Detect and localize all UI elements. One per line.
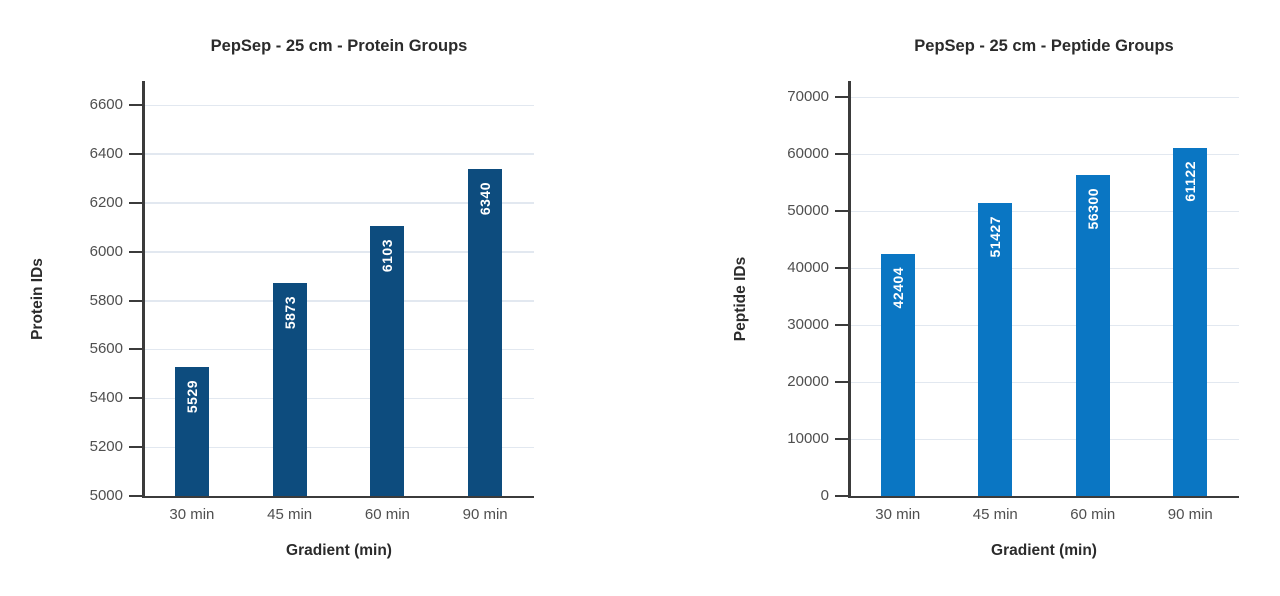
x-tick-label: 45 min <box>972 506 1018 523</box>
peptide-groups-chart: PepSep - 25 cm - Peptide Groups Peptide … <box>640 0 1280 596</box>
y-axis-tick <box>129 348 142 351</box>
bar-value-label: 42404 <box>889 267 906 309</box>
y-tick-label: 40000 <box>787 259 829 276</box>
bar-value-label: 5529 <box>183 379 200 413</box>
y-tick-label: 50000 <box>787 202 829 219</box>
chart-title: PepSep - 25 cm - Protein Groups <box>210 37 468 55</box>
bar: 56300 <box>1075 175 1110 496</box>
y-tick-label: 6000 <box>89 242 123 260</box>
gridline <box>144 251 534 253</box>
bar-value-label-wrap: 42404 <box>881 267 915 308</box>
bar: 5873 <box>272 282 307 496</box>
bar-value-label: 6340 <box>477 181 494 215</box>
gridline <box>144 300 534 302</box>
y-axis-tick <box>129 104 142 106</box>
bar-value-label: 61122 <box>1182 160 1199 202</box>
y-tick-label: 0 <box>820 487 829 504</box>
y-axis-tick <box>835 324 848 326</box>
bar: 5529 <box>174 366 209 496</box>
gridline <box>850 324 1239 326</box>
y-tick-label: 30000 <box>787 316 829 333</box>
gridline <box>850 381 1239 383</box>
y-axis-tick <box>129 152 142 155</box>
bar-value-label: 51427 <box>987 215 1004 258</box>
chart-title: PepSep - 25 cm - Peptide Groups <box>914 37 1174 55</box>
x-axis-line <box>848 495 1239 498</box>
gridline <box>144 104 534 106</box>
x-axis-line <box>142 495 534 498</box>
protein-groups-chart: PepSep - 25 cm - Protein Groups Protein … <box>29 37 534 559</box>
y-tick-label: 6200 <box>89 193 123 211</box>
bar-value-label-wrap: 61122 <box>1173 161 1207 202</box>
bar-value-label-wrap: 51427 <box>978 216 1012 257</box>
gridline <box>144 446 534 449</box>
bar-value-label-wrap: 5873 <box>273 296 307 329</box>
y-axis-tick <box>129 446 142 449</box>
gridline <box>144 397 534 400</box>
y-tick-label: 5600 <box>89 340 123 358</box>
gridline <box>850 210 1239 212</box>
y-axis-line <box>142 81 145 498</box>
y-axis-tick <box>835 495 848 497</box>
gridline <box>144 348 534 351</box>
y-axis-tick <box>129 397 142 400</box>
y-axis-tick <box>129 495 142 497</box>
y-tick-label: 5400 <box>89 389 123 407</box>
x-tick-label: 60 min <box>364 506 410 523</box>
gridline <box>144 153 534 155</box>
bar: 42404 <box>880 254 915 496</box>
gridline <box>850 96 1239 98</box>
bar-value-label: 6103 <box>379 239 396 273</box>
y-axis-tick <box>835 96 848 98</box>
bar: 51427 <box>978 202 1013 496</box>
y-axis-line <box>848 81 851 498</box>
bar: 61122 <box>1173 147 1208 496</box>
y-axis-tick <box>835 381 848 383</box>
bar-value-label-wrap: 56300 <box>1076 188 1110 229</box>
y-tick-label: 5800 <box>89 291 123 309</box>
x-tick-label: 90 min <box>462 506 508 523</box>
y-tick-label: 5200 <box>89 438 123 456</box>
gridline <box>850 267 1239 269</box>
gridline <box>850 153 1239 155</box>
y-tick-label: 60000 <box>787 145 829 162</box>
y-axis-tick <box>129 250 142 253</box>
y-axis-tick <box>835 210 848 212</box>
gridline <box>144 202 534 204</box>
y-tick-label: 20000 <box>787 373 829 390</box>
bar: 6340 <box>468 168 503 496</box>
y-axis-tick <box>835 267 848 269</box>
bar-value-label: 5873 <box>281 295 298 329</box>
y-axis-tick <box>129 299 142 302</box>
x-axis-title: Gradient (min) <box>286 542 392 559</box>
y-tick-label: 6400 <box>89 144 123 162</box>
bar-value-label-wrap: 6103 <box>370 239 404 272</box>
y-axis-tick <box>835 153 848 155</box>
x-tick-label: 30 min <box>169 506 215 523</box>
x-tick-label: 30 min <box>875 506 921 523</box>
gridline <box>850 438 1239 440</box>
x-axis-title: Gradient (min) <box>991 542 1097 559</box>
bar: 6103 <box>370 226 405 496</box>
bar-value-label-wrap: 6340 <box>468 182 502 215</box>
y-tick-label: 6600 <box>89 96 123 113</box>
x-tick-label: 60 min <box>1070 506 1116 523</box>
y-axis-tick <box>129 201 142 204</box>
y-axis-tick <box>835 438 848 440</box>
y-tick-label: 5000 <box>89 487 123 504</box>
x-tick-label: 45 min <box>267 506 313 523</box>
y-tick-label: 70000 <box>787 88 829 105</box>
x-tick-label: 90 min <box>1167 506 1213 523</box>
bar-value-label-wrap: 5529 <box>175 380 209 413</box>
bar-value-label: 56300 <box>1084 188 1101 230</box>
y-tick-label: 10000 <box>787 430 829 447</box>
